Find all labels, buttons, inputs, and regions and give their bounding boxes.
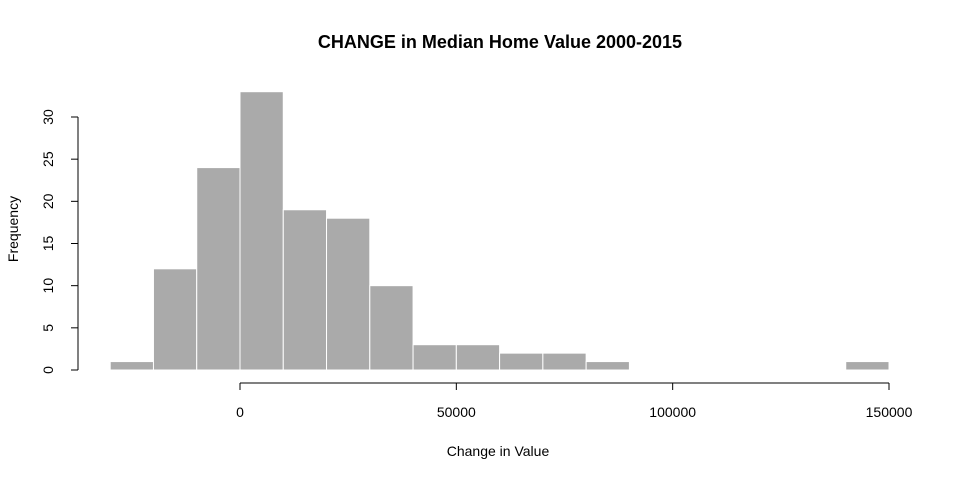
x-tick-label: 50000 <box>437 404 476 420</box>
x-axis: 0 50000 100000 150000 <box>236 382 913 420</box>
histogram-bar <box>326 217 371 371</box>
histogram-bar <box>542 352 587 371</box>
histogram-bar <box>152 268 198 371</box>
y-tick-label: 20 <box>40 193 56 209</box>
x-tick-label: 0 <box>236 404 244 420</box>
x-tick-label: 100000 <box>649 404 696 420</box>
histogram-bar <box>455 344 501 371</box>
histogram-bar <box>369 285 414 371</box>
y-tick-label: 0 <box>40 366 56 374</box>
histogram-bar <box>499 352 544 371</box>
histogram-bar <box>845 361 890 371</box>
histogram-bar <box>239 91 284 371</box>
y-axis: 0 5 10 15 20 25 30 <box>40 109 79 374</box>
histogram-bar <box>412 344 457 371</box>
y-tick-label: 5 <box>40 324 56 332</box>
y-tick-label: 30 <box>40 109 56 125</box>
histogram-bar <box>282 209 328 371</box>
histogram-bar <box>585 361 630 371</box>
chart-title: CHANGE in Median Home Value 2000-2015 <box>318 32 682 52</box>
histogram-bars <box>109 91 890 371</box>
x-axis-label: Change in Value <box>447 443 550 459</box>
y-tick-label: 10 <box>40 278 56 294</box>
y-tick-label: 15 <box>40 236 56 252</box>
y-tick-label: 25 <box>40 151 56 167</box>
histogram-bar <box>109 361 154 371</box>
x-tick-label: 150000 <box>866 404 913 420</box>
y-axis-label: Frequency <box>5 196 21 262</box>
histogram-bar <box>196 167 241 371</box>
